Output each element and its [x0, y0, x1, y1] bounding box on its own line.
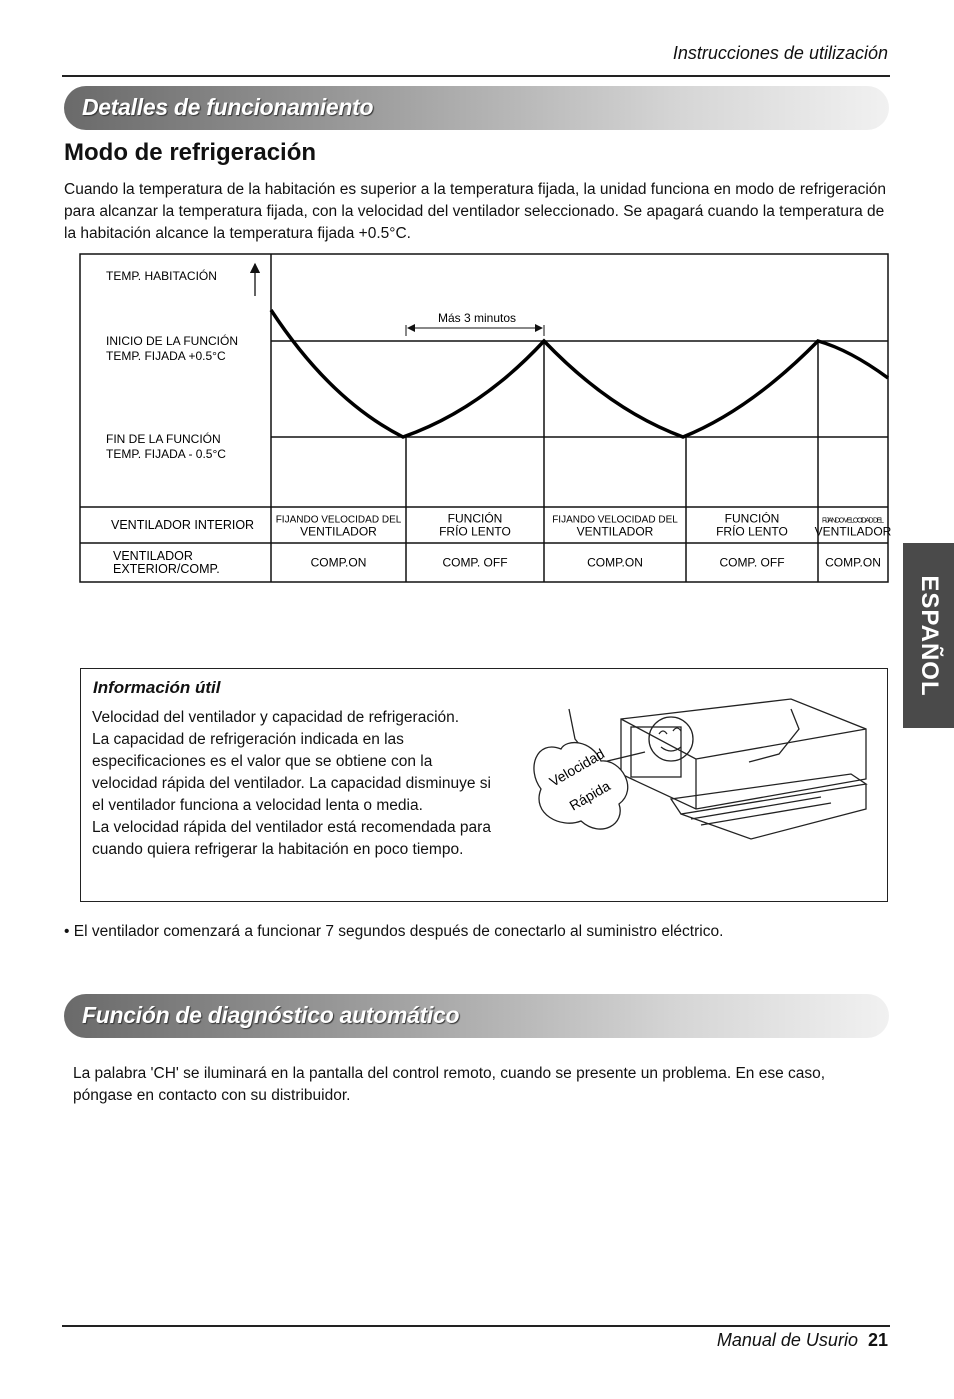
note-text: El ventilador comenzará a funcionar 7 se… — [73, 923, 724, 940]
footer-rule — [62, 1325, 890, 1327]
info-box: Información útil Velocidad del ventilado… — [80, 668, 888, 902]
axis-label: TEMP. FIJADA - 0.5°C — [106, 447, 226, 461]
cell-text: FUNCIÓN — [725, 511, 780, 526]
info-paragraph: La capacidad de refrigeración indicada e… — [92, 731, 491, 814]
footer-text: Manual de Usurio — [716, 1330, 858, 1350]
row-label: EXTERIOR/COMP. — [113, 562, 220, 576]
cell-text: COMP.ON — [825, 556, 881, 570]
cell-text: VENTILADOR — [300, 525, 377, 539]
header-text: Instrucciones de utilización — [672, 43, 888, 63]
illustration: Velocidad Rápida — [533, 698, 868, 840]
cell-text: FUNCIÓN — [448, 511, 503, 526]
cell-text: FRÍO LENTO — [439, 524, 511, 539]
row-label: VENTILADOR INTERIOR — [111, 518, 254, 532]
banner-title: Función de diagnóstico automático — [82, 1002, 460, 1028]
paragraph: La palabra 'CH' se iluminará en la panta… — [73, 1065, 826, 1104]
section-banner: Función de diagnóstico automático — [64, 994, 889, 1038]
language-tab: ESPAÑOL — [903, 543, 954, 728]
info-title: Información útil — [93, 678, 221, 697]
axis-label: FIN DE LA FUNCIÓN — [106, 431, 221, 446]
cell-text: COMP.ON — [587, 556, 643, 570]
axis-label: INICIO DE LA FUNCIÓN — [106, 333, 238, 348]
cell-text: COMP. OFF — [442, 556, 507, 570]
header-rule — [62, 75, 890, 77]
heading: Modo de refrigeración — [64, 139, 317, 166]
cell-text: FIJANDO VELOCIDAD DEL — [822, 518, 884, 525]
info-paragraph: La velocidad rápida del ventilador está … — [92, 819, 491, 858]
banner-title: Detalles de funcionamiento — [82, 94, 374, 120]
section-banner: Detalles de funcionamiento — [64, 86, 889, 130]
cell-text: VENTILADOR — [815, 525, 892, 539]
cell-text: VENTILADOR — [577, 525, 654, 539]
cell-text: COMP.ON — [311, 556, 367, 570]
axis-label: TEMP. HABITACIÓN — [106, 268, 217, 283]
cell-text: FIJANDO VELOCIDAD DEL — [552, 515, 678, 526]
info-text: Velocidad del ventilador y capacidad de … — [92, 707, 502, 861]
axis-label: TEMP. FIJADA +0.5°C — [106, 349, 226, 363]
cell-text: COMP. OFF — [719, 556, 784, 570]
footer: Manual de Usurio 21 — [717, 1330, 888, 1351]
cell-text: FIJANDO VELOCIDAD DEL — [276, 515, 402, 526]
row-label: VENTILADOR — [113, 549, 193, 563]
interval-label: Más 3 minutos — [438, 311, 516, 325]
note: • El ventilador comenzará a funcionar 7 … — [64, 923, 724, 940]
paragraph: Cuando la temperatura de la habitación e… — [64, 181, 887, 242]
page-number: 21 — [867, 1330, 888, 1350]
info-paragraph: Velocidad del ventilador y capacidad de … — [92, 709, 460, 726]
cell-text: FRÍO LENTO — [716, 524, 788, 539]
